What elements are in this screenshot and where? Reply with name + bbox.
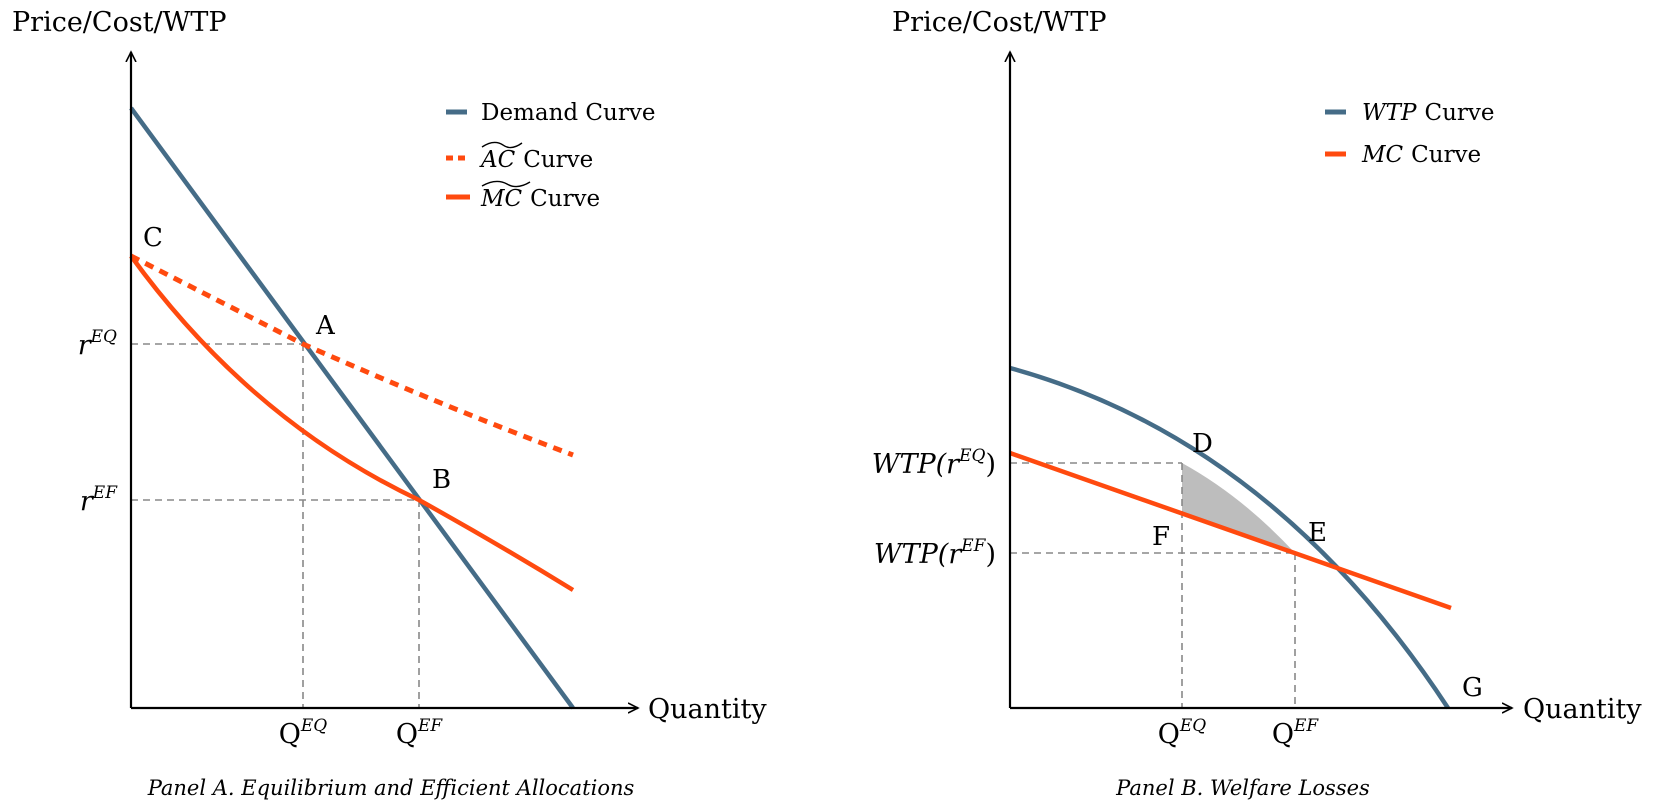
legend-ac-tilde-mark	[481, 141, 523, 149]
x-axis-label-b: Quantity	[1523, 694, 1642, 725]
point-d-label: D	[1192, 429, 1213, 459]
point-e-label: E	[1308, 518, 1327, 548]
y-axis-label-b: Price/Cost/WTP	[892, 7, 1107, 38]
tick-q-eq-b: QEQ	[1158, 716, 1207, 750]
point-c-label: C	[143, 223, 163, 253]
legend-b: WTP Curve MC Curve	[1325, 100, 1494, 168]
tick-r-eq: rEQ	[78, 327, 117, 361]
panel-b: Price/Cost/WTP Quantity D F E G WTP(rEQ)…	[872, 7, 1643, 800]
mc-curve	[1009, 450, 1452, 611]
point-a-label: A	[315, 311, 336, 341]
legend-mc-label: MC Curve	[480, 186, 600, 212]
panel-a: Price/Cost/WTP Quantity C A B rEQ rEF QE…	[12, 7, 767, 800]
tick-wtp-eq: WTP(rEQ)	[872, 446, 996, 480]
point-b-label: B	[432, 465, 451, 495]
tick-wtp-ef: WTP(rEF)	[874, 536, 996, 570]
caption-a: Panel A. Equilibrium and Efficient Alloc…	[147, 776, 635, 800]
legend-mc-b-label: MC Curve	[1361, 142, 1481, 168]
tick-q-ef-a: QEF	[396, 716, 444, 750]
legend-a: Demand Curve AC Curve MC Curve	[446, 100, 655, 212]
mc-tilde-curve	[129, 254, 575, 592]
demand-curve	[129, 106, 575, 710]
y-axis-label-a: Price/Cost/WTP	[12, 7, 227, 38]
point-f-label: F	[1152, 522, 1170, 552]
legend-demand-label: Demand Curve	[481, 100, 655, 126]
welfare-loss-area	[1182, 463, 1295, 553]
tick-q-eq-a: QEQ	[279, 716, 328, 750]
point-g-label: G	[1462, 673, 1483, 703]
tick-q-ef-b: QEF	[1272, 716, 1320, 750]
wtp-curve	[1009, 365, 1450, 710]
legend-wtp-label: WTP Curve	[1362, 100, 1494, 126]
tick-r-ef: rEF	[80, 483, 118, 517]
legend-ac-label: AC Curve	[479, 147, 593, 173]
ac-tilde-curve	[129, 253, 574, 458]
caption-b: Panel B. Welfare Losses	[1115, 776, 1370, 800]
x-axis-label-a: Quantity	[648, 694, 767, 725]
legend-mc-tilde-mark	[481, 180, 531, 188]
